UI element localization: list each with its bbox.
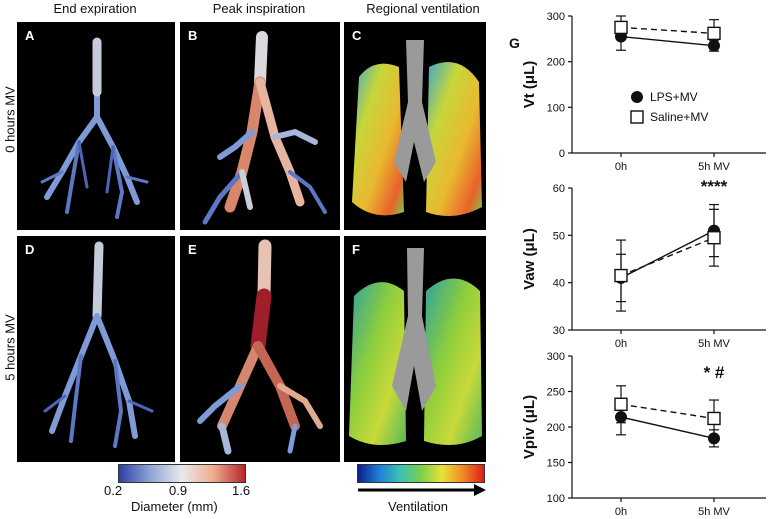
data-point-saline bbox=[707, 230, 721, 245]
airway-tree-graphic bbox=[40, 37, 149, 219]
diameter-tick-2: 1.6 bbox=[232, 483, 251, 498]
ventilation-colorbar bbox=[357, 464, 485, 483]
x-tick-label: 0h bbox=[615, 161, 627, 173]
legend-label-lps: LPS+MV bbox=[650, 90, 698, 104]
series-line bbox=[620, 403, 715, 420]
panel-letter-b: B bbox=[188, 28, 198, 43]
panel-f-image: F bbox=[344, 236, 486, 462]
lung-ventilation-map bbox=[352, 40, 482, 216]
y-axis-label: Vt (μL) bbox=[521, 61, 538, 109]
panel-letter-g: G bbox=[509, 35, 520, 51]
y-axis-label: Vpiv (μL) bbox=[521, 395, 538, 459]
series-line bbox=[620, 35, 715, 47]
ventilation-arrow-icon bbox=[358, 484, 486, 496]
column-title-end-expiration: End expiration bbox=[53, 1, 137, 16]
panel-c-image: C bbox=[344, 22, 486, 230]
y-tick-label: 200 bbox=[547, 422, 565, 434]
x-tick-label: 0h bbox=[615, 506, 627, 518]
diameter-colorbar-label: Diameter (mm) bbox=[131, 499, 218, 514]
y-tick-label: 40 bbox=[553, 278, 565, 290]
diameter-tick-1: 0.9 bbox=[169, 483, 188, 498]
legend-marker-saline bbox=[630, 110, 644, 124]
significance-annotation: * # bbox=[704, 363, 725, 382]
y-axis-label: Vaw (μL) bbox=[521, 228, 538, 290]
y-tick-label: 250 bbox=[547, 387, 565, 399]
data-point-lps bbox=[708, 432, 720, 445]
panel-letter-c: C bbox=[352, 28, 362, 43]
panel-letter-f: F bbox=[352, 242, 360, 257]
data-point-saline bbox=[614, 20, 628, 35]
y-tick-label: 60 bbox=[553, 183, 565, 195]
panel-letter-d: D bbox=[25, 242, 35, 257]
legend-marker-lps bbox=[631, 91, 643, 103]
series-line bbox=[620, 237, 715, 277]
significance-annotation: **** bbox=[701, 177, 728, 196]
y-tick-label: 50 bbox=[553, 230, 565, 242]
airway-tree-graphic bbox=[197, 239, 323, 455]
x-tick-label: 5h MV bbox=[698, 338, 730, 350]
y-tick-label: 300 bbox=[547, 351, 565, 363]
y-tick-label: 100 bbox=[547, 493, 565, 505]
x-tick-label: 5h MV bbox=[698, 161, 730, 173]
y-tick-label: 200 bbox=[547, 57, 565, 69]
airway-tree-graphic bbox=[202, 31, 327, 225]
diameter-colorbar bbox=[118, 464, 246, 483]
data-point-saline bbox=[707, 411, 721, 426]
data-point-saline bbox=[707, 26, 721, 41]
lung-ventilation-map bbox=[349, 248, 482, 445]
y-tick-label: 300 bbox=[547, 11, 565, 23]
legend-label-saline: Saline+MV bbox=[650, 110, 708, 124]
column-title-peak-inspiration: Peak inspiration bbox=[212, 1, 306, 16]
airway-tree-graphic bbox=[43, 241, 154, 448]
panel-d-image: D bbox=[17, 236, 175, 462]
y-tick-label: 100 bbox=[547, 102, 565, 114]
panel-a-image: A bbox=[17, 22, 175, 230]
column-title-regional-ventilation: Regional ventilation bbox=[366, 1, 480, 16]
series-line bbox=[620, 229, 715, 279]
panel-letter-a: A bbox=[25, 28, 35, 43]
x-tick-label: 5h MV bbox=[698, 506, 730, 518]
panel-e-image: E bbox=[180, 236, 340, 462]
y-tick-label: 30 bbox=[553, 325, 565, 337]
data-point-saline bbox=[614, 268, 628, 283]
y-tick-label: 150 bbox=[547, 458, 565, 470]
x-tick-label: 0h bbox=[615, 338, 627, 350]
y-tick-label: 0 bbox=[559, 148, 565, 160]
panel-b-image: B bbox=[180, 22, 340, 230]
series-line bbox=[620, 416, 715, 440]
series-line bbox=[620, 26, 715, 35]
panel-letter-e: E bbox=[188, 242, 197, 257]
data-point-saline bbox=[614, 397, 628, 411]
diameter-tick-0: 0.2 bbox=[104, 483, 123, 498]
ventilation-colorbar-label: Ventilation bbox=[388, 499, 448, 514]
